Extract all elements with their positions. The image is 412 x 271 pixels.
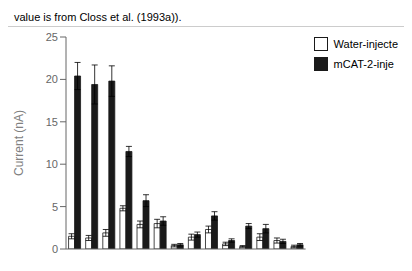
html-text:mCAT-2-inje: mCAT-2-inje <box>333 58 394 70</box>
svg-text:5: 5 <box>52 201 58 213</box>
svg-text:0: 0 <box>52 243 58 255</box>
svg-text:15: 15 <box>46 116 58 128</box>
svg-text:20: 20 <box>46 73 58 85</box>
html-text:value is from Closs et al. (19: value is from Closs et al. (1993a)). <box>14 11 182 23</box>
svg-text:10: 10 <box>46 158 58 170</box>
svg-text:Current (nA): Current (nA) <box>12 110 26 176</box>
html-text:Water-injecte: Water-injecte <box>333 38 398 50</box>
svg-text:25: 25 <box>46 31 58 43</box>
